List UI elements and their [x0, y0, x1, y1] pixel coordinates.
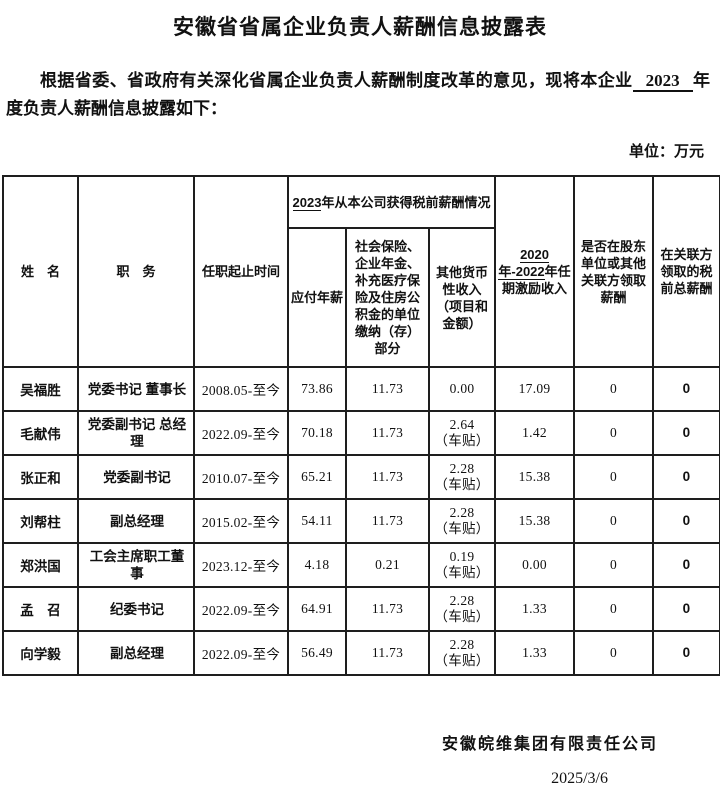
- cell-social-insurance: 11.73: [345, 586, 430, 632]
- cell-incentive-income: 1.42: [494, 410, 576, 456]
- header-2023-underlined: 2023: [292, 194, 322, 211]
- header-social-insurance: 社会保险、企业年金、补充医疗保险及住房公积金的单位缴纳（存）部分: [345, 227, 430, 368]
- cell-tenure: 2015.02-至今: [193, 498, 289, 544]
- header-other-income: 其他货币性收入（项目和金额）: [427, 227, 497, 368]
- cell-related-party-pay: 0: [652, 366, 720, 412]
- table-row: 刘帮柱 副总经理 2015.02-至今 54.11 11.73 2.28 （车贴…: [2, 498, 720, 544]
- cell-name: 毛献伟: [2, 410, 79, 456]
- cell-payable-salary: 73.86: [287, 366, 347, 412]
- cell-shareholder-pay: 0: [573, 366, 655, 412]
- intro-text-after: 年度负责人薪酬信息披露如下：: [6, 71, 711, 118]
- cell-related-party-pay: 0: [652, 542, 720, 588]
- cell-shareholder-pay: 0: [573, 586, 655, 632]
- cell-social-insurance: 11.73: [345, 498, 430, 544]
- cell-shareholder-pay: 0: [573, 542, 655, 588]
- cell-related-party-pay: 0: [652, 630, 720, 676]
- header-payable-salary: 应付年薪: [287, 227, 347, 368]
- header-2023-rest: 年从本公司获得税前薪酬情况: [321, 194, 491, 210]
- page-title: 安徽省省属企业负责人薪酬信息披露表: [173, 16, 547, 39]
- cell-name: 刘帮柱: [2, 498, 79, 544]
- header-incentive-underlined: 2020年-2022: [498, 247, 549, 280]
- cell-tenure: 2010.07-至今: [193, 454, 289, 500]
- cell-name: 吴福胜: [2, 366, 79, 412]
- cell-other-income: 2.28 （车贴）: [427, 630, 497, 676]
- cell-shareholder-pay: 0: [573, 498, 655, 544]
- cell-social-insurance: 0.21: [345, 542, 430, 588]
- cell-incentive-income: 1.33: [494, 586, 576, 632]
- cell-position: 副总经理: [77, 630, 195, 676]
- cell-incentive-income: 0.00: [494, 542, 576, 588]
- header-2023-salary-group: 2023年从本公司获得税前薪酬情况: [286, 175, 497, 229]
- cell-other-income: 2.28 （车贴）: [427, 498, 497, 544]
- cell-social-insurance: 11.73: [345, 454, 430, 500]
- cell-related-party-pay: 0: [652, 586, 720, 632]
- intro-text-before: 根据省委、省政府有关深化省属企业负责人薪酬制度改革的意见，现将本企业: [40, 71, 633, 90]
- cell-social-insurance: 11.73: [345, 630, 430, 676]
- header-incentive-income: 2020年-2022年任期激励收入: [494, 175, 576, 368]
- cell-incentive-income: 17.09: [494, 366, 576, 412]
- header-related-party-pay: 在关联方领取的税前总薪酬: [652, 175, 720, 368]
- table-row: 吴福胜 党委书记 董事长 2008.05-至今 73.86 11.73 0.00…: [2, 366, 720, 412]
- cell-tenure: 2008.05-至今: [193, 366, 289, 412]
- cell-tenure: 2022.09-至今: [193, 630, 289, 676]
- table-row: 向学毅 副总经理 2022.09-至今 56.49 11.73 2.28 （车贴…: [2, 630, 720, 676]
- cell-tenure: 2022.09-至今: [193, 410, 289, 456]
- cell-shareholder-pay: 0: [573, 410, 655, 456]
- header-row-sub: 应付年薪 社会保险、企业年金、补充医疗保险及住房公积金的单位缴纳（存）部分 其他…: [3, 227, 720, 368]
- cell-other-income: 0.19 （车贴）: [427, 542, 497, 588]
- table-row: 郑洪国 工会主席职工董事 2023.12-至今 4.18 0.21 0.19 （…: [2, 542, 720, 588]
- table-row: 毛献伟 党委副书记 总经理 2022.09-至今 70.18 11.73 2.6…: [2, 410, 720, 456]
- cell-related-party-pay: 0: [652, 410, 720, 456]
- salary-disclosure-table: 姓 名 职 务 任职起止时间 2023年从本公司获得税前薪酬情况 2020年-2…: [2, 175, 720, 676]
- cell-position: 党委书记 董事长: [77, 366, 195, 412]
- unit-label: 单位：万元: [628, 144, 704, 160]
- cell-social-insurance: 11.73: [345, 366, 430, 412]
- cell-payable-salary: 70.18: [287, 410, 347, 456]
- cell-incentive-income: 15.38: [494, 498, 576, 544]
- cell-tenure: 2022.09-至今: [193, 586, 289, 632]
- cell-social-insurance: 11.73: [345, 410, 430, 456]
- cell-payable-salary: 65.21: [287, 454, 347, 500]
- cell-other-income: 2.64 （车贴）: [427, 410, 497, 456]
- header-incentive-rest: 年任期激励收入: [502, 264, 571, 296]
- cell-position: 党委副书记: [77, 454, 195, 500]
- cell-payable-salary: 4.18: [287, 542, 347, 588]
- cell-position: 党委副书记 总经理: [77, 410, 195, 456]
- document-page: 安徽省省属企业负责人薪酬信息披露表 根据省委、省政府有关深化省属企业负责人薪酬制…: [0, 11, 720, 788]
- report-date: 2025/3/6: [551, 770, 608, 787]
- cell-shareholder-pay: 0: [573, 454, 655, 500]
- cell-related-party-pay: 0: [652, 454, 720, 500]
- cell-incentive-income: 1.33: [494, 630, 576, 676]
- cell-payable-salary: 64.91: [287, 586, 347, 632]
- cell-other-income: 0.00: [427, 366, 497, 412]
- cell-name: 孟 召: [2, 586, 79, 632]
- cell-position: 副总经理: [77, 498, 195, 544]
- header-name: 姓 名: [2, 175, 79, 368]
- cell-other-income: 2.28 （车贴）: [427, 586, 497, 632]
- table-row: 张正和 党委副书记 2010.07-至今 65.21 11.73 2.28 （车…: [2, 454, 720, 500]
- cell-position: 纪委书记: [77, 586, 195, 632]
- cell-payable-salary: 56.49: [287, 630, 347, 676]
- header-shareholder-pay: 是否在股东单位或其他关联方领取薪酬: [573, 175, 655, 368]
- table-row: 孟 召 纪委书记 2022.09-至今 64.91 11.73 2.28 （车贴…: [2, 586, 720, 632]
- header-position: 职 务: [77, 175, 195, 368]
- cell-name: 郑洪国: [2, 542, 79, 588]
- cell-name: 张正和: [2, 454, 79, 500]
- cell-position: 工会主席职工董事: [77, 542, 195, 588]
- cell-name: 向学毅: [2, 630, 79, 676]
- header-tenure: 任职起止时间: [193, 175, 289, 368]
- cell-payable-salary: 54.11: [287, 498, 347, 544]
- cell-incentive-income: 15.38: [494, 454, 576, 500]
- cell-shareholder-pay: 0: [573, 630, 655, 676]
- year-blank: 2023: [632, 71, 693, 92]
- header-row-top: 姓 名 职 务 任职起止时间 2023年从本公司获得税前薪酬情况 2020年-2…: [2, 175, 720, 368]
- company-name: 安徽皖维集团有限责任公司: [441, 736, 658, 753]
- intro-paragraph: 根据省委、省政府有关深化省属企业负责人薪酬制度改革的意见，现将本企业 2023 年度…: [6, 67, 710, 123]
- cell-tenure: 2023.12-至今: [193, 542, 289, 588]
- cell-related-party-pay: 0: [652, 498, 720, 544]
- cell-other-income: 2.28 （车贴）: [427, 454, 497, 500]
